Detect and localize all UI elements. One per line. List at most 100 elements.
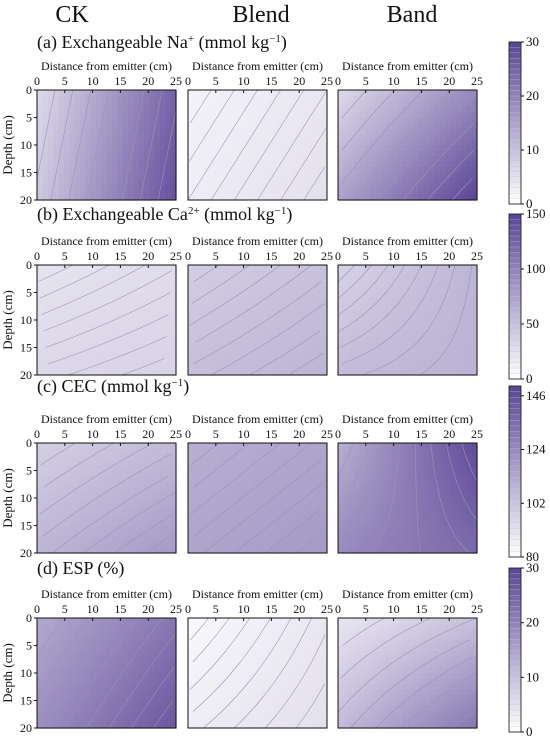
heat-cell [58,320,65,327]
heat-cell [58,547,65,554]
heat-cell [225,128,232,135]
heat-cell [165,134,172,141]
heat-cell [79,281,86,288]
heat-cell [236,364,243,371]
colorbar-band [508,149,522,156]
heat-cell [439,303,446,310]
heat-cell [364,470,371,477]
heat-cell [159,128,166,135]
heat-cell [236,531,243,538]
heat-cell [305,281,312,288]
heat-cell [225,172,232,179]
heat-cell [122,145,129,152]
heat-cell [310,476,317,483]
heat-cell [418,276,425,283]
heat-cell [90,95,97,102]
heat-cell [69,167,76,174]
heat-cell [133,531,140,538]
heat-cell [343,194,350,201]
heat-cell [375,128,382,135]
heat-cell [138,139,145,146]
heat-cell [101,194,108,201]
heat-cell [143,139,150,146]
heat-cell [214,498,221,505]
heat-cell [370,183,377,190]
heat-cell [204,298,210,305]
heat-cell [63,531,70,538]
heat-cell [122,342,129,349]
contour-line [377,95,475,201]
heat-cell [37,536,43,543]
heat-cell [354,536,360,543]
heat-cell [42,514,49,521]
heat-cell [133,265,140,272]
heat-cell [149,470,156,477]
heat-cell [159,364,166,371]
heat-cell [273,353,280,360]
heat-cell [90,481,97,488]
heat-cell [220,364,227,371]
heat-cell [209,167,216,174]
colorbar-tick-label: 100 [526,261,546,276]
heat-cell [42,95,49,102]
heat-cell [90,265,97,272]
heat-cell [450,128,457,135]
heat-cell [354,514,360,521]
heat-cell [428,156,435,163]
heat-cell [391,353,398,360]
heat-cell [321,443,328,450]
heat-cell [284,342,291,349]
heat-cell [343,276,350,283]
heat-cell [69,95,76,102]
heat-cell [209,128,216,135]
heat-cell [204,525,210,532]
heat-cell [428,503,435,510]
heat-cell [354,347,360,354]
heat-cell [348,150,355,157]
heat-cell [439,448,446,455]
heat-cell [412,287,419,294]
heat-cell [289,520,296,527]
heat-cell [198,459,205,466]
heat-cell [143,353,150,360]
heat-cell [310,150,317,157]
heat-cell [230,503,237,510]
heat-cell [149,172,156,179]
heat-cell [230,150,237,157]
heat-cell [460,369,467,376]
heat-cell [143,369,150,376]
heat-cell [348,303,355,310]
heat-cell [209,270,216,277]
heat-cell [460,509,467,516]
heat-cell [310,459,317,466]
heat-cell [127,353,134,360]
heat-cell [165,303,172,310]
heat-cell [170,298,177,305]
heat-cell [439,167,446,174]
heat-cell [471,342,478,349]
heat-cell [460,161,467,168]
heat-cell [214,353,221,360]
heat-cell [122,128,129,135]
heat-cell [138,194,145,201]
heat-cell [257,123,264,130]
colorbar-band [508,166,522,173]
heat-cell [439,178,446,185]
heat-cell [370,353,377,360]
heat-cell [466,542,473,549]
heat-cell [402,364,409,371]
heat-cell [246,459,253,466]
heat-cell [53,117,59,124]
heat-cell [149,520,156,527]
heat-cell [188,347,194,354]
heat-cell [37,470,43,477]
heat-cell [58,514,65,521]
heat-cell [85,145,92,152]
heat-cell [42,298,49,305]
heat-cell [47,470,54,477]
heat-cell [159,503,166,510]
heat-cell [407,347,414,354]
heat-cell [101,106,108,113]
heat-cell [133,95,140,102]
